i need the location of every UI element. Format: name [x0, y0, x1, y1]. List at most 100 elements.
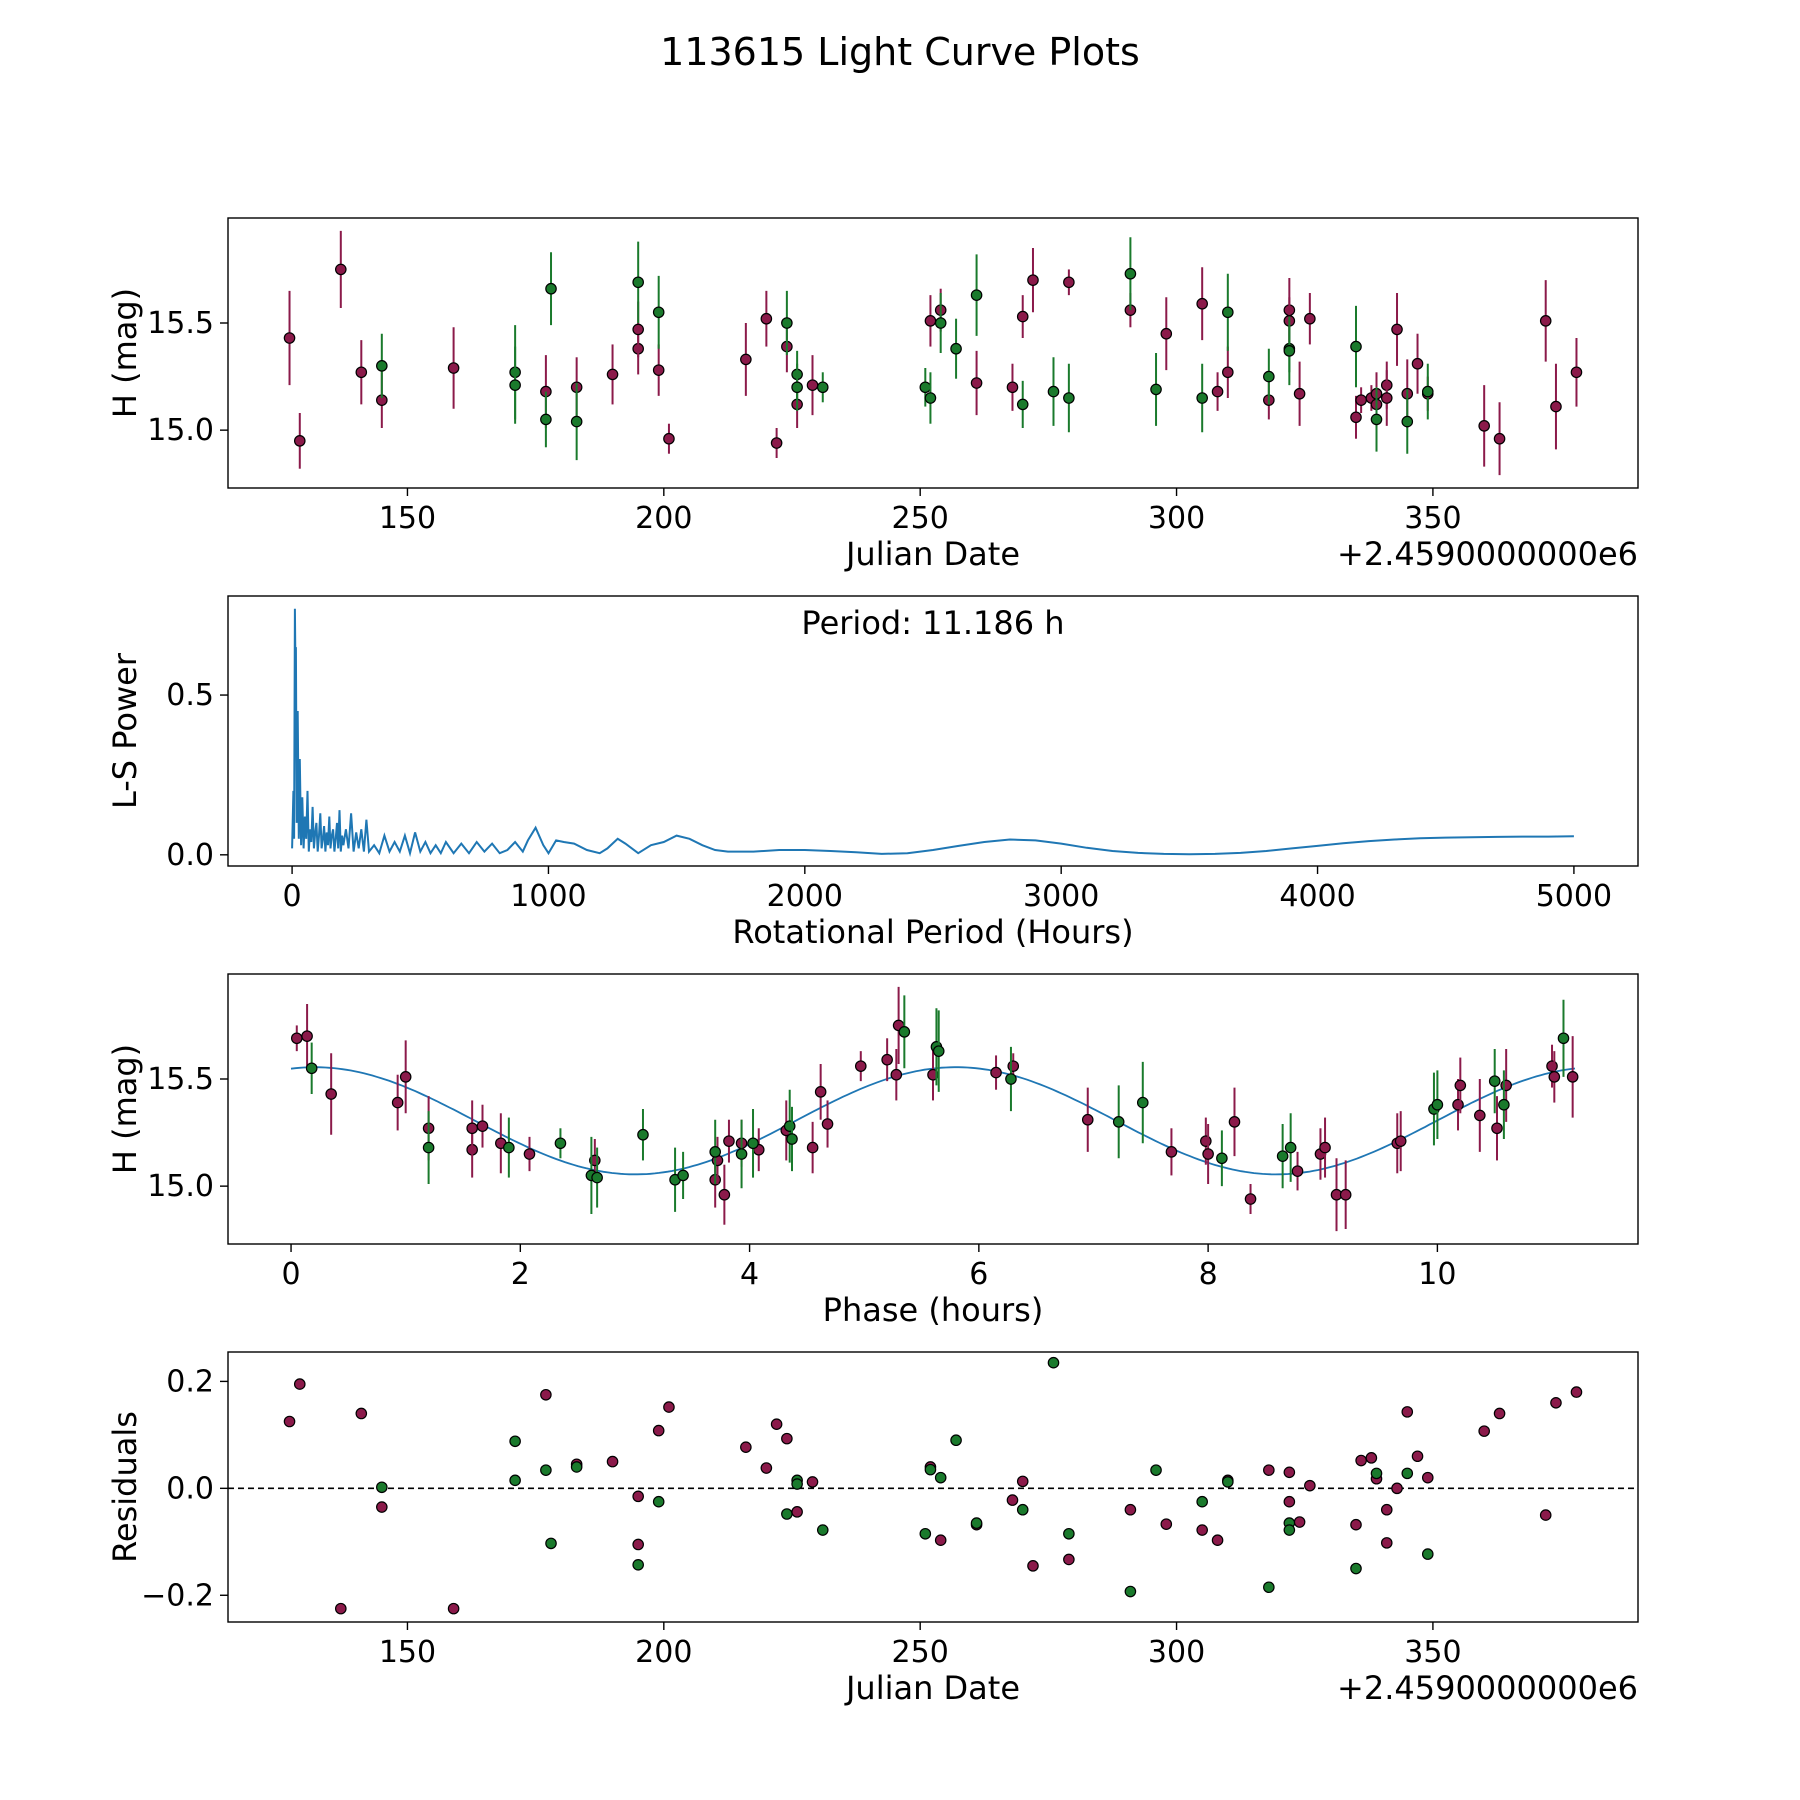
- data-point-red: [1165, 1146, 1178, 1158]
- data-point-green: [540, 1464, 552, 1476]
- data-point-red: [1283, 1495, 1296, 1508]
- data-point-green: [709, 1146, 721, 1158]
- data-point-red: [540, 1388, 552, 1401]
- data-point-red: [781, 1432, 793, 1445]
- data-point-red: [854, 1060, 867, 1072]
- data-point-red: [740, 1441, 752, 1453]
- data-point-red: [1244, 1193, 1257, 1205]
- data-point-green: [970, 289, 983, 301]
- data-point-green: [376, 360, 388, 372]
- x-offset-label: +2.4590000000e6: [1337, 1669, 1638, 1707]
- data-point-green: [1431, 1098, 1444, 1111]
- data-point-red: [1304, 1479, 1316, 1492]
- data-point-green: [652, 306, 665, 319]
- data-point-red: [1478, 1425, 1490, 1437]
- data-point-red: [1063, 1553, 1075, 1566]
- data-point-green: [540, 413, 552, 426]
- data-point-red: [1196, 297, 1208, 310]
- data-point-red: [1222, 366, 1234, 379]
- data-point-green: [1488, 1075, 1501, 1087]
- data-point-red: [663, 432, 675, 445]
- x-axis-label: Julian Date: [844, 1669, 1020, 1707]
- data-point-green: [1016, 398, 1029, 411]
- data-point-red: [1539, 1509, 1552, 1521]
- data-point-green: [632, 276, 644, 289]
- x-axis-label: Phase (hours): [823, 1291, 1044, 1329]
- y-tick-label: 15.0: [147, 413, 214, 448]
- x-tick-label: 0: [283, 879, 302, 914]
- data-point-green: [1370, 413, 1383, 426]
- figure-title: 113615 Light Curve Plots: [660, 30, 1140, 74]
- residuals-panel: 150 200 250 300 350 −0.2 0.0 0.2 Julian Date Resi…: [106, 1351, 1639, 1707]
- x-tick-label: 4000: [1279, 879, 1355, 914]
- data-point-red: [391, 1096, 404, 1109]
- data-point-red: [970, 377, 983, 389]
- data-point-red: [325, 1088, 337, 1100]
- data-point-red: [934, 1534, 947, 1546]
- data-point-green: [1401, 1467, 1414, 1480]
- phased-panel: 0 2 4 6 8 10 15.0 15.5 Phase (hours) H (mag): [106, 973, 1639, 1329]
- data-point-red: [890, 1068, 903, 1081]
- data-point-green: [1047, 1356, 1060, 1369]
- data-point-red: [1016, 310, 1029, 323]
- data-point-red: [770, 437, 783, 449]
- data-point-red: [652, 1424, 665, 1437]
- data-point-green: [950, 342, 962, 355]
- data-point-green: [1283, 1524, 1296, 1536]
- data-point-red: [1063, 276, 1075, 289]
- data-point-green: [898, 1026, 911, 1038]
- data-point-red: [334, 1602, 347, 1615]
- data-point-red: [1319, 1141, 1331, 1154]
- y-tick-label: 0.0: [166, 838, 214, 873]
- x-tick-label: 250: [892, 1635, 949, 1670]
- data-point-red: [355, 366, 368, 379]
- x-axis-label: Julian Date: [844, 535, 1020, 573]
- data-point-red: [606, 368, 619, 381]
- period-annotation: Period: 11.186 h: [801, 604, 1064, 642]
- data-point-red: [1548, 1071, 1561, 1083]
- data-point-green: [1276, 1150, 1289, 1162]
- data-point-red: [1355, 1454, 1367, 1467]
- data-point-red: [290, 1032, 303, 1045]
- data-point-red: [1570, 366, 1583, 379]
- x-tick-label: 4: [740, 1257, 759, 1292]
- data-point-green: [783, 1120, 796, 1132]
- data-point-red: [1355, 394, 1367, 406]
- data-point-red: [1293, 387, 1306, 400]
- data-point-red: [1304, 312, 1316, 325]
- data-point-red: [1196, 1524, 1208, 1536]
- data-point-green: [422, 1141, 435, 1154]
- data-point-green: [934, 317, 947, 329]
- x-tick-label: 5000: [1536, 879, 1612, 914]
- data-point-red: [1006, 1494, 1019, 1506]
- data-point-green: [970, 1517, 983, 1529]
- data-point-red: [806, 379, 819, 391]
- data-point-green: [632, 1558, 644, 1571]
- data-point-green: [934, 1471, 947, 1484]
- data-point-red: [821, 1118, 834, 1130]
- y-axis-label: L-S Power: [106, 652, 144, 809]
- data-point-green: [1498, 1098, 1510, 1111]
- data-point-green: [509, 1474, 521, 1487]
- data-point-red: [1211, 1534, 1224, 1546]
- data-point-red: [806, 1141, 819, 1154]
- x-tick-label: 150: [379, 1635, 436, 1670]
- x-tick-label: 0: [282, 1257, 301, 1292]
- x-tick-label: 250: [892, 501, 949, 536]
- data-point-red: [1411, 1450, 1424, 1463]
- data-point-green: [1063, 392, 1075, 404]
- x-axis-label: Rotational Period (Hours): [732, 913, 1133, 951]
- data-point-red: [760, 1462, 773, 1474]
- data-point-green: [919, 1527, 932, 1540]
- data-point-green: [950, 1434, 962, 1447]
- data-point-green: [1216, 1152, 1228, 1165]
- data-point-red: [523, 1148, 536, 1160]
- data-point-red: [606, 1455, 619, 1468]
- lightcurve-panel: 150 200 250 300 350 15.0 15.5 Julian Date H (mag…: [106, 217, 1639, 573]
- data-point-red: [476, 1120, 489, 1132]
- data-point-green: [545, 282, 557, 295]
- data-point-green: [1263, 370, 1275, 383]
- data-point-red: [1339, 1188, 1352, 1201]
- x-tick-label: 8: [1199, 1257, 1218, 1292]
- lightcurve-plot-area: [283, 230, 1583, 476]
